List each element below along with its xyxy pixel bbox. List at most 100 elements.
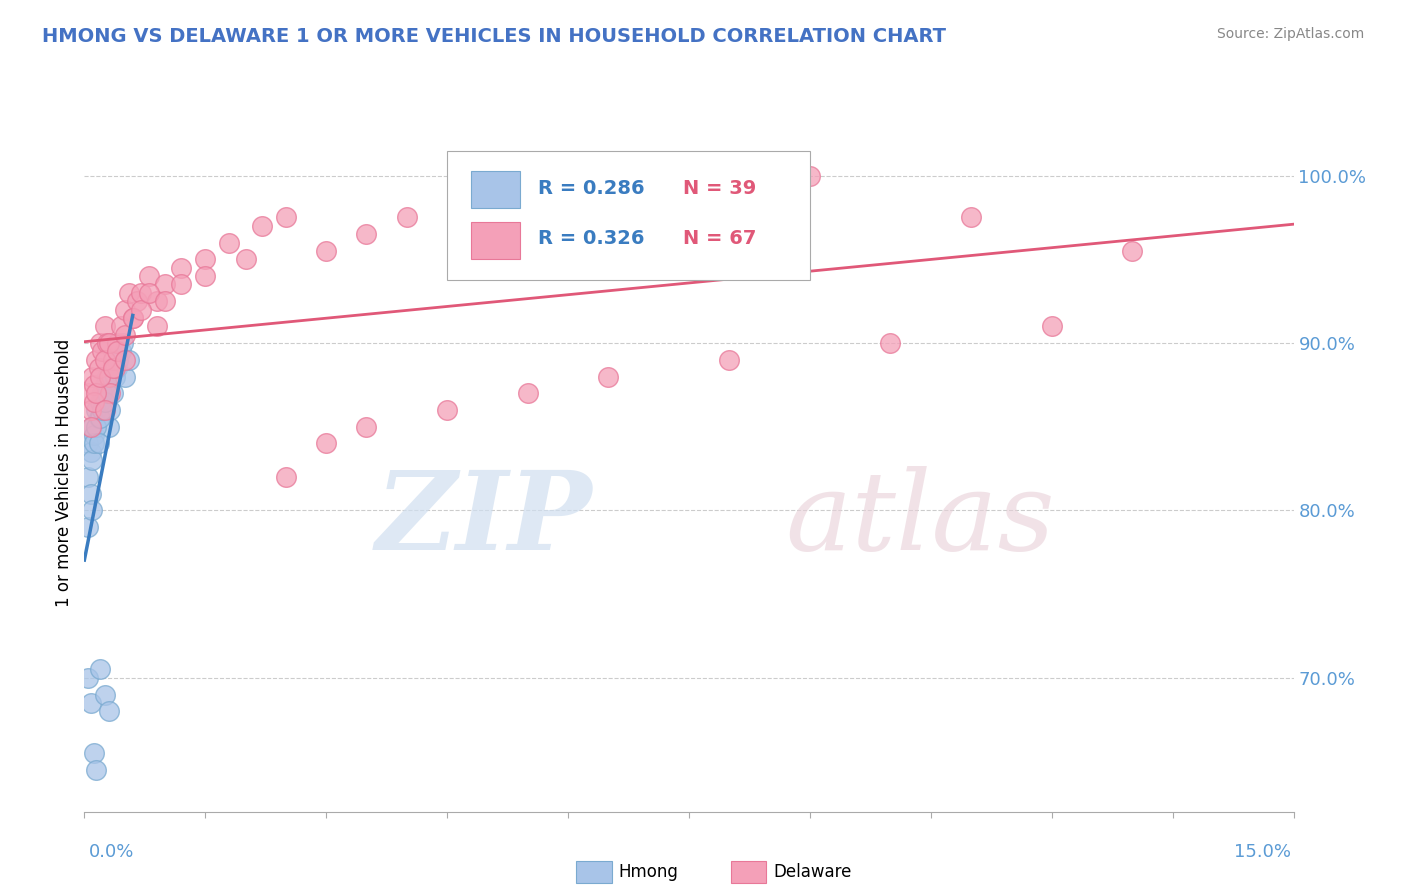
Point xyxy=(96,336,118,351)
Point xyxy=(91,344,114,359)
Y-axis label: 1 or more Vehicles in Household: 1 or more Vehicles in Household xyxy=(55,339,73,607)
Point xyxy=(516,386,538,401)
Point xyxy=(80,486,103,500)
Point xyxy=(86,403,108,417)
Point xyxy=(97,369,120,384)
Point xyxy=(170,277,193,292)
Point xyxy=(93,377,115,392)
Point xyxy=(104,369,127,384)
Point xyxy=(91,386,114,401)
Point xyxy=(678,177,700,191)
Point xyxy=(80,696,103,710)
Point xyxy=(395,211,418,225)
Text: atlas: atlas xyxy=(786,467,1056,574)
Point xyxy=(82,453,104,467)
Point xyxy=(110,319,132,334)
Text: ZIP: ZIP xyxy=(375,467,592,574)
Point xyxy=(121,310,143,325)
Point xyxy=(93,688,115,702)
Point xyxy=(1121,244,1143,258)
Point xyxy=(153,294,176,309)
Point xyxy=(98,403,121,417)
Point xyxy=(218,235,240,250)
Text: 0.0%: 0.0% xyxy=(89,843,134,861)
Point xyxy=(77,671,100,685)
Point xyxy=(138,269,160,284)
Point xyxy=(77,520,100,534)
Point xyxy=(97,336,120,351)
Point xyxy=(93,403,115,417)
Point xyxy=(114,369,136,384)
Point xyxy=(718,352,741,367)
Point xyxy=(110,344,132,359)
Point xyxy=(274,470,297,484)
Point xyxy=(86,419,108,434)
Point xyxy=(83,428,105,442)
Point xyxy=(97,419,120,434)
Point xyxy=(356,419,378,434)
Point xyxy=(105,336,128,351)
Point xyxy=(315,436,337,450)
Point xyxy=(104,361,127,376)
Point xyxy=(82,369,104,384)
Point xyxy=(235,252,257,267)
Point xyxy=(77,470,100,484)
FancyBboxPatch shape xyxy=(447,151,810,279)
Point xyxy=(80,445,103,459)
Point xyxy=(86,352,108,367)
Point xyxy=(86,386,108,401)
Point xyxy=(82,419,104,434)
Text: Hmong: Hmong xyxy=(619,863,679,881)
Text: R = 0.326: R = 0.326 xyxy=(538,229,644,248)
Point xyxy=(112,336,135,351)
Text: N = 39: N = 39 xyxy=(683,178,756,197)
Text: HMONG VS DELAWARE 1 OR MORE VEHICLES IN HOUSEHOLD CORRELATION CHART: HMONG VS DELAWARE 1 OR MORE VEHICLES IN … xyxy=(42,27,946,45)
Point xyxy=(146,294,169,309)
Point xyxy=(101,386,124,401)
Point xyxy=(83,394,105,409)
Text: Source: ZipAtlas.com: Source: ZipAtlas.com xyxy=(1216,27,1364,41)
Point xyxy=(87,361,110,376)
Text: R = 0.286: R = 0.286 xyxy=(538,178,644,197)
Point xyxy=(125,294,148,309)
Point xyxy=(274,211,297,225)
Point xyxy=(89,662,111,676)
Point xyxy=(89,411,111,425)
Point xyxy=(105,344,128,359)
Point xyxy=(107,352,129,367)
Point xyxy=(82,503,104,517)
Point xyxy=(87,411,110,425)
Point xyxy=(477,202,499,216)
Point xyxy=(799,169,821,183)
Point xyxy=(105,361,128,376)
Point xyxy=(436,403,458,417)
Point xyxy=(87,436,110,450)
Point xyxy=(114,302,136,317)
Point xyxy=(101,361,124,376)
Point xyxy=(1040,319,1063,334)
Point xyxy=(98,386,121,401)
Point xyxy=(118,285,141,300)
FancyBboxPatch shape xyxy=(471,171,520,209)
Point xyxy=(96,386,118,401)
Point xyxy=(93,352,115,367)
Point xyxy=(77,436,100,450)
FancyBboxPatch shape xyxy=(471,222,520,260)
Point xyxy=(83,377,105,392)
Point xyxy=(194,252,217,267)
Point xyxy=(77,386,100,401)
Point xyxy=(93,319,115,334)
Point xyxy=(315,244,337,258)
Text: N = 67: N = 67 xyxy=(683,229,756,248)
Point xyxy=(598,369,620,384)
Point xyxy=(170,260,193,275)
Text: 15.0%: 15.0% xyxy=(1233,843,1291,861)
Point xyxy=(97,704,120,718)
Point xyxy=(194,269,217,284)
Point xyxy=(89,369,111,384)
Text: Delaware: Delaware xyxy=(773,863,852,881)
Point xyxy=(153,277,176,292)
Point xyxy=(80,419,103,434)
Point xyxy=(146,319,169,334)
Point xyxy=(91,403,114,417)
